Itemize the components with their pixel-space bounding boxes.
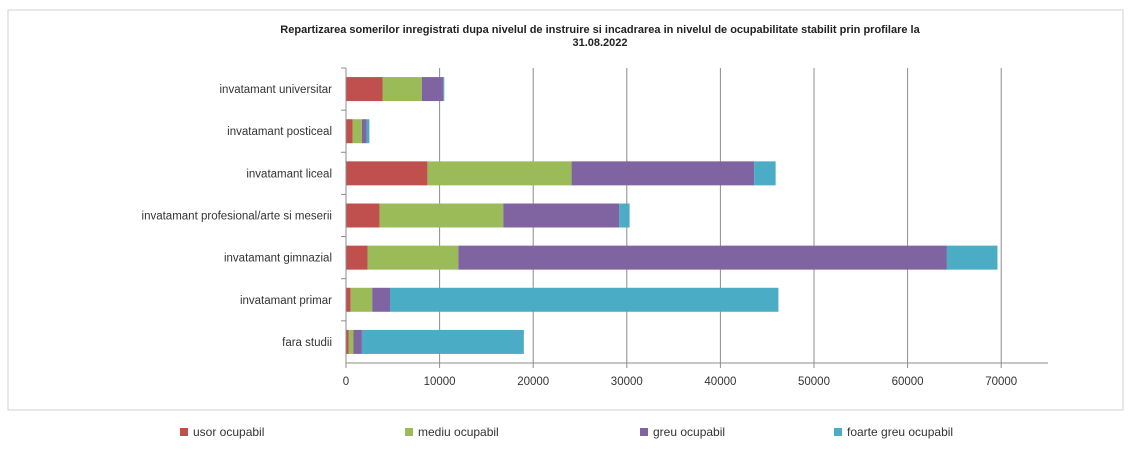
bar-segment xyxy=(346,287,351,312)
grid-lines xyxy=(439,68,1002,363)
x-tick-label: 30000 xyxy=(611,376,643,388)
bar-segment xyxy=(619,203,630,228)
bar-segment xyxy=(754,161,776,186)
x-tick-label: 0 xyxy=(343,376,349,388)
bar-segment xyxy=(366,119,370,144)
chart-border xyxy=(7,9,1124,411)
bar-segment xyxy=(352,119,362,144)
legend-swatch xyxy=(405,428,413,436)
x-tick-label: 70000 xyxy=(985,376,1017,388)
x-tick-label: 60000 xyxy=(892,376,924,388)
category-label: invatamant primar xyxy=(240,295,332,307)
axes xyxy=(341,67,1048,368)
legend-swatch xyxy=(180,428,188,436)
bars xyxy=(346,77,998,354)
category-label: invatamant profesional/arte si meserii xyxy=(142,211,332,223)
bar-segment xyxy=(346,77,383,102)
bar-segment xyxy=(346,245,368,270)
bar-segment xyxy=(427,161,572,186)
legend-item: usor ocupabil xyxy=(180,425,264,439)
legend-item: mediu ocupabil xyxy=(405,425,499,439)
legend-item: greu ocupabil xyxy=(640,425,725,439)
chart-title: Repartizarea somerilor inregistrati dupa… xyxy=(100,24,1100,50)
x-tick-label: 40000 xyxy=(704,376,736,388)
x-tick-label: 50000 xyxy=(798,376,830,388)
bar-segment xyxy=(389,287,779,312)
bar-segment xyxy=(382,77,422,102)
legend-item: foarte greu ocupabil xyxy=(834,425,953,439)
bar-segment xyxy=(372,287,390,312)
legend-swatch xyxy=(834,428,842,436)
bar-segment xyxy=(421,77,444,102)
category-label: fara studii xyxy=(282,337,332,349)
x-tick-label: 10000 xyxy=(424,376,456,388)
category-label: invatamant posticeal xyxy=(227,126,332,138)
tick-labels: 0 10000 20000 30000 40000 50000 60000 70000 xyxy=(343,376,1017,388)
bar-segment xyxy=(353,329,362,354)
bar-segment xyxy=(350,287,373,312)
bar-segment xyxy=(443,77,445,102)
category-labels: invatamant universitar invatamant postice… xyxy=(142,84,333,349)
bar-segment xyxy=(348,329,354,354)
category-label: invatamant universitar xyxy=(220,84,333,96)
legend-label: greu ocupabil xyxy=(653,425,726,439)
bar-segment xyxy=(379,203,504,228)
bar-segment xyxy=(346,161,428,186)
bar-segment xyxy=(346,329,349,354)
legend-label: usor ocupabil xyxy=(193,425,265,439)
bar-segment xyxy=(503,203,620,228)
legend: usor ocupabil mediu ocupabil greu ocupabil… xyxy=(0,425,1133,449)
chart-title-line2: 31.08.2022 xyxy=(572,37,628,49)
bar-segment xyxy=(346,119,353,144)
bar-segment xyxy=(458,245,947,270)
legend-label: foarte greu ocupabil xyxy=(847,425,954,439)
bar-segment xyxy=(361,119,367,144)
bar-segment xyxy=(367,245,459,270)
legend-swatch xyxy=(640,428,648,436)
category-label: invatamant gimnazial xyxy=(224,253,332,265)
category-label: invatamant liceal xyxy=(246,168,332,180)
chart-title-line1: Repartizarea somerilor inregistrati dupa… xyxy=(280,24,920,36)
legend-label: mediu ocupabil xyxy=(418,425,499,439)
x-tick-label: 20000 xyxy=(517,376,549,388)
bar-segment xyxy=(361,329,524,354)
bar-segment xyxy=(346,203,380,228)
bar-segment xyxy=(946,245,998,270)
bar-segment xyxy=(571,161,755,186)
